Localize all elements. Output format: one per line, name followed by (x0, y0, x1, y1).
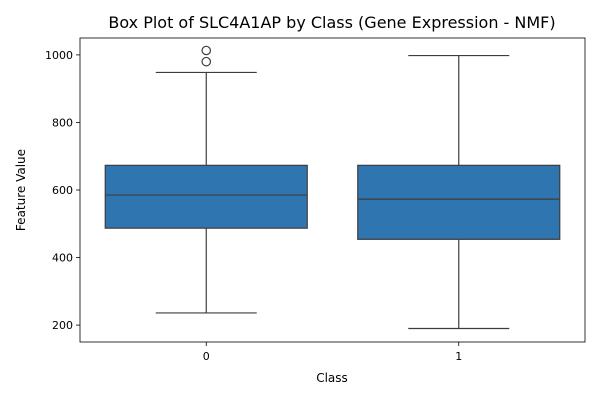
y-tick-label: 1000 (45, 49, 73, 62)
box-iqr (104, 164, 308, 229)
outlier-point (201, 56, 212, 67)
y-tick-label: 800 (52, 116, 73, 129)
box-iqr (357, 164, 561, 240)
x-tick-label: 0 (203, 350, 210, 363)
y-tick-label: 200 (52, 319, 73, 332)
chart-title: Box Plot of SLC4A1AP by Class (Gene Expr… (108, 13, 555, 32)
y-axis-label: Feature Value (14, 149, 28, 231)
plot-area: 200 400 600 800 1000 0 1 (45, 45, 561, 363)
x-tick-label: 1 (455, 350, 462, 363)
outlier-point (201, 45, 212, 56)
x-axis-label: Class (316, 371, 348, 385)
y-tick-label: 400 (52, 252, 73, 265)
plot-frame (79, 37, 586, 343)
y-tick-label: 600 (52, 184, 73, 197)
